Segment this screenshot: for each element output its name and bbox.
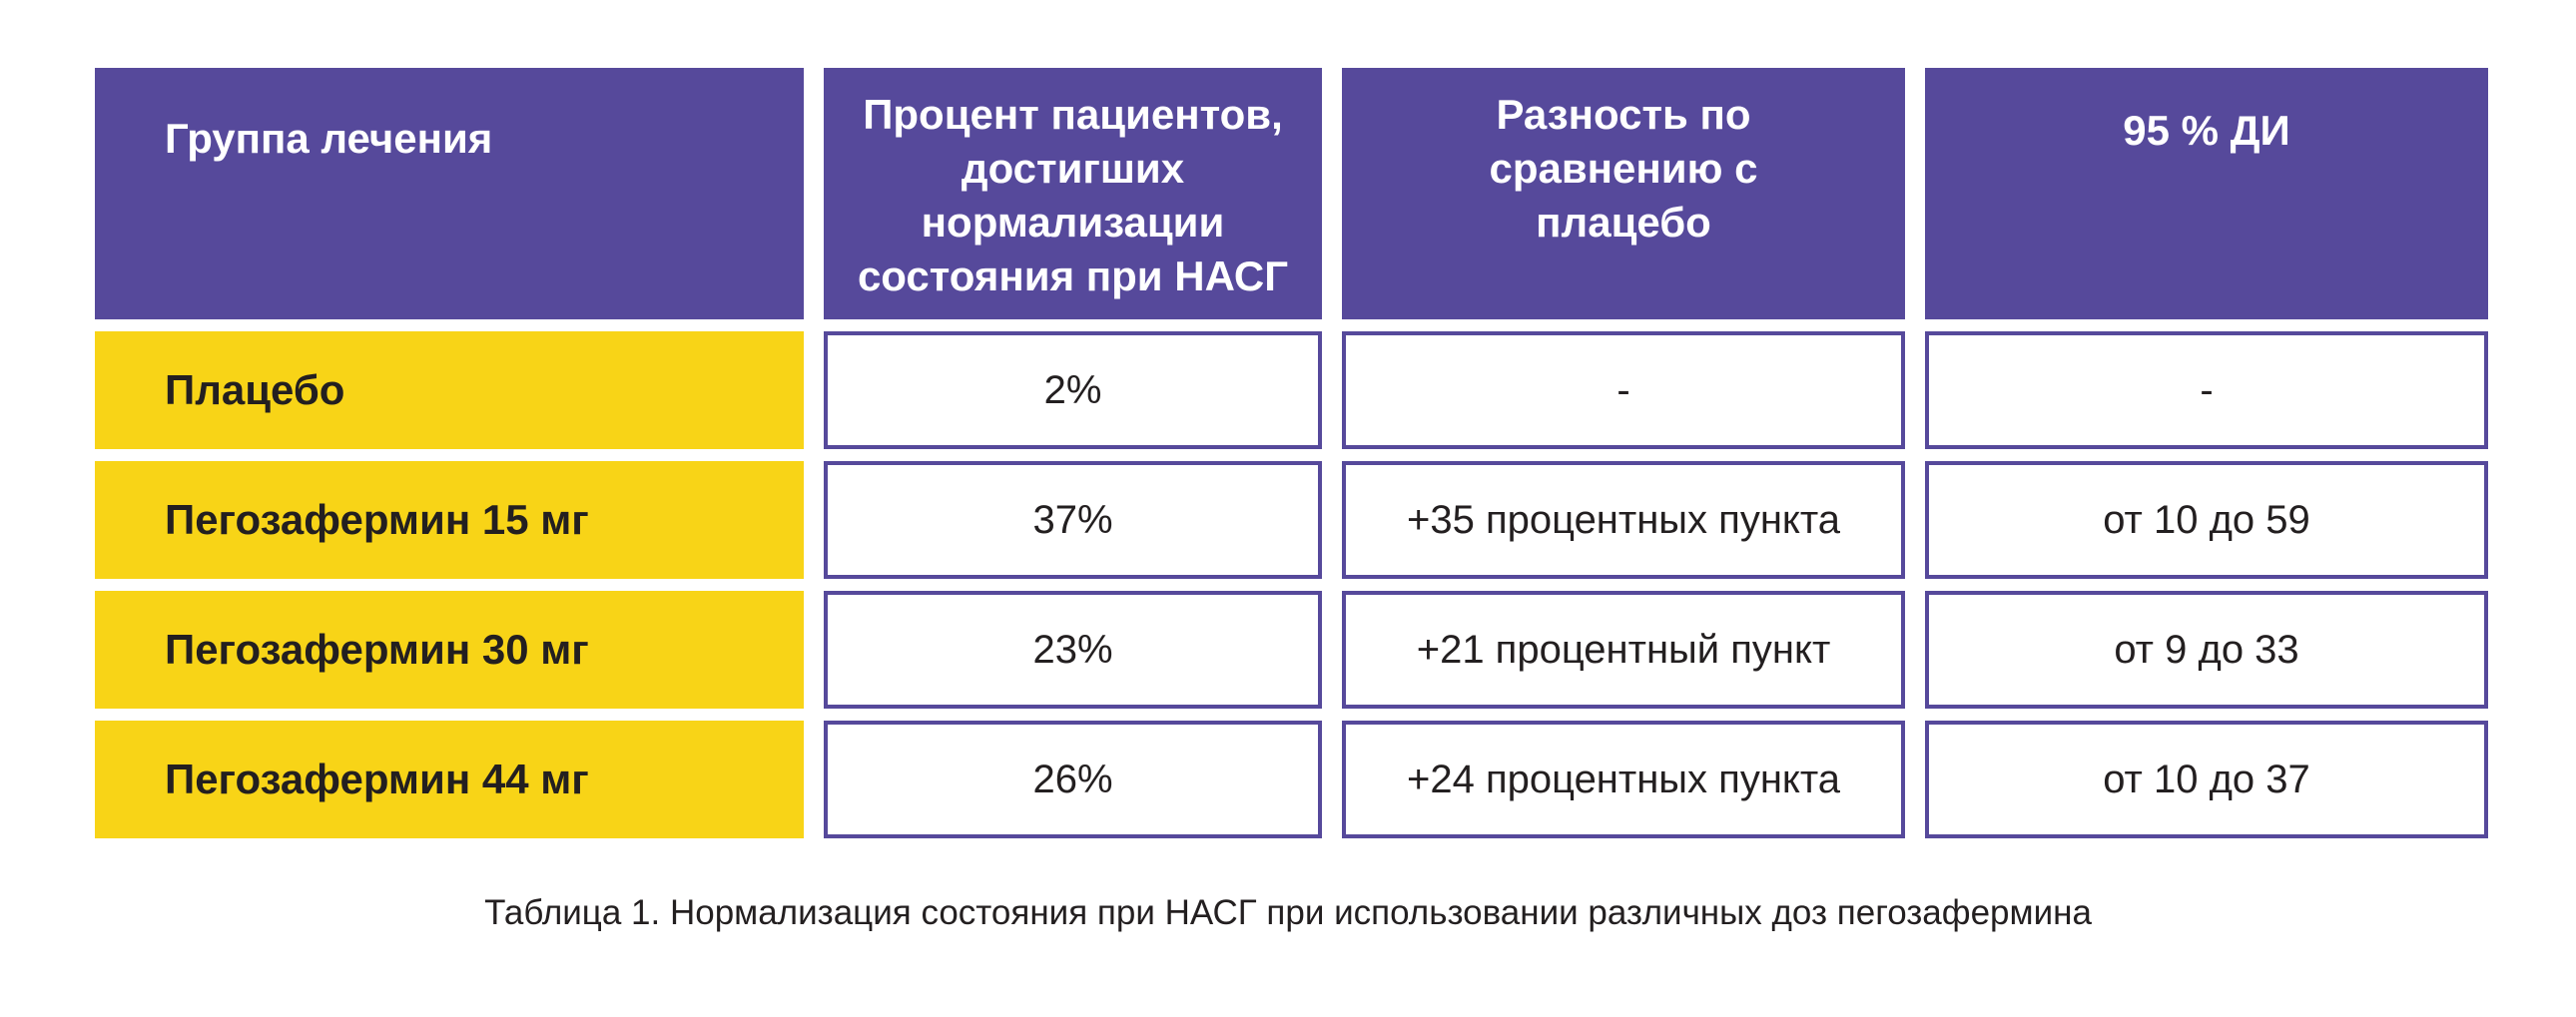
difference-cell: +35 процентных пункта: [1342, 461, 1905, 579]
group-cell: Пегозафермин 44 мг: [95, 721, 804, 838]
difference-cell: -: [1342, 331, 1905, 449]
table-header-row: Группа лечения Процент пациентов, достиг…: [95, 68, 2489, 319]
ci-cell: от 9 до 33: [1925, 591, 2488, 709]
header-percent-patients: Процент пациентов, достигших нормализаци…: [824, 68, 1322, 319]
ci-cell: от 10 до 59: [1925, 461, 2488, 579]
percent-cell: 2%: [824, 331, 1322, 449]
difference-cell: +24 процентных пункта: [1342, 721, 1905, 838]
table-row: Пегозафермин 30 мг 23% +21 процентный пу…: [95, 591, 2489, 709]
ci-cell: -: [1925, 331, 2488, 449]
group-cell: Пегозафермин 30 мг: [95, 591, 804, 709]
table-row: Пегозафермин 44 мг 26% +24 процентных пу…: [95, 721, 2489, 838]
table-caption: Таблица 1. Нормализация состояния при НА…: [484, 893, 2092, 932]
difference-cell: +21 процентный пункт: [1342, 591, 1905, 709]
percent-cell: 23%: [824, 591, 1322, 709]
percent-cell: 26%: [824, 721, 1322, 838]
header-confidence-interval: 95 % ДИ: [1925, 68, 2488, 319]
table-row: Пегозафермин 15 мг 37% +35 процентных пу…: [95, 461, 2489, 579]
ci-cell: от 10 до 37: [1925, 721, 2488, 838]
results-table: Группа лечения Процент пациентов, достиг…: [95, 68, 2489, 838]
group-cell: Пегозафермин 15 мг: [95, 461, 804, 579]
percent-cell: 37%: [824, 461, 1322, 579]
header-treatment-group: Группа лечения: [95, 68, 804, 319]
header-difference-vs-placebo: Разность по сравнению с плацебо: [1342, 68, 1905, 319]
table-row: Плацебо 2% - -: [95, 331, 2489, 449]
group-cell: Плацебо: [95, 331, 804, 449]
